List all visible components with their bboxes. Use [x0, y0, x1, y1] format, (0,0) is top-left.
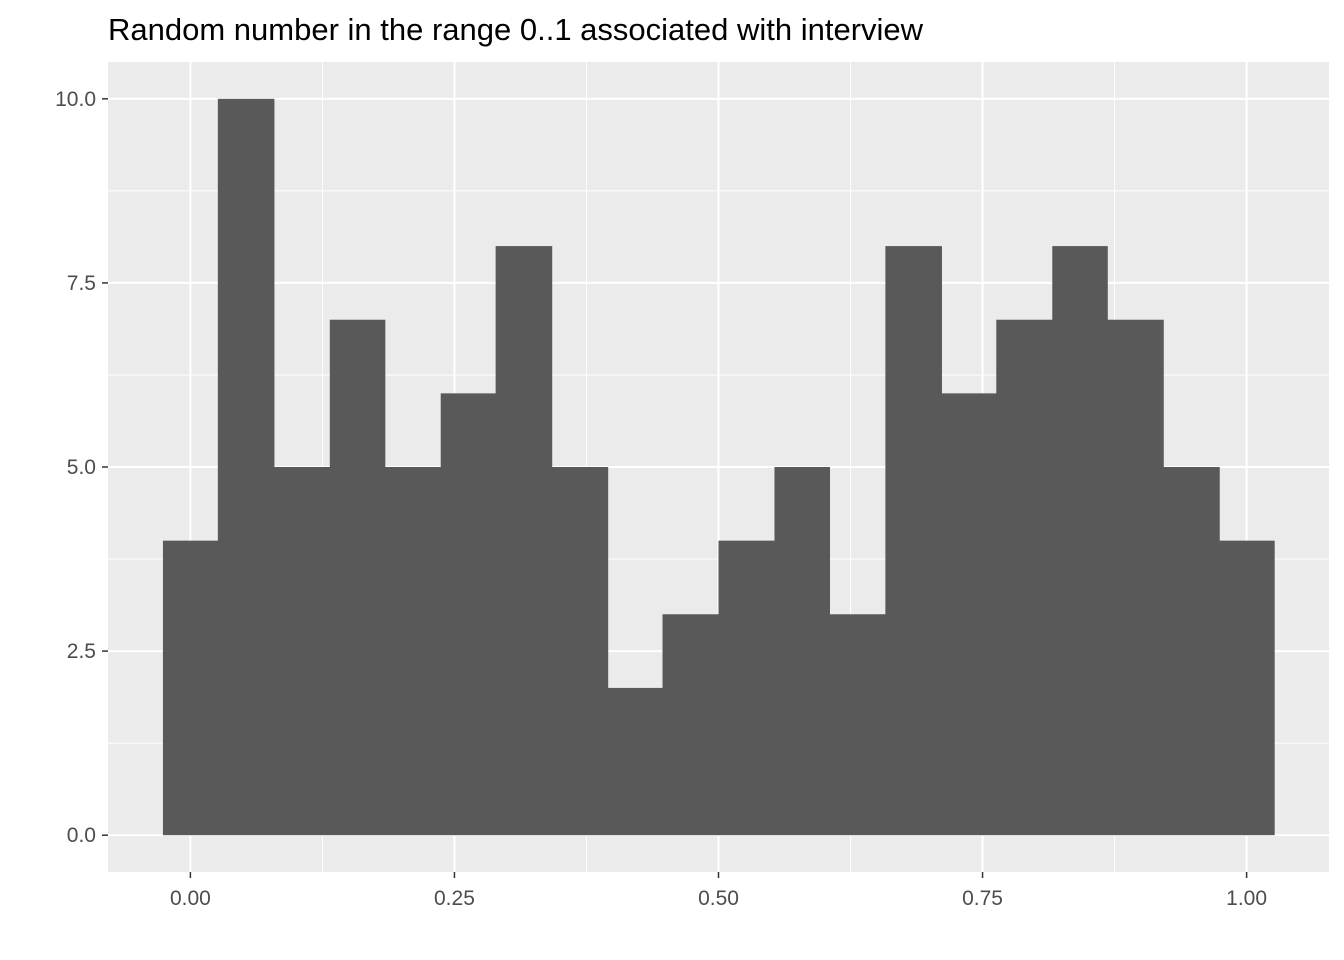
histogram-bar	[607, 687, 664, 836]
y-tick-label: 0.0	[67, 824, 96, 847]
chart-title: Random number in the range 0..1 associat…	[108, 12, 924, 47]
y-tick-label: 2.5	[67, 640, 96, 663]
histogram-bar	[1163, 467, 1220, 836]
histogram-bar	[941, 393, 997, 836]
histogram-bar	[329, 319, 386, 836]
histogram-bar	[273, 467, 331, 836]
histogram-bar	[551, 467, 609, 836]
y-tick-label: 5.0	[67, 456, 96, 479]
histogram-bar	[1052, 246, 1108, 836]
x-tick-label: 0.25	[434, 887, 475, 910]
histogram-bars	[162, 98, 1275, 836]
histogram-bar	[440, 393, 497, 836]
x-tick-label: 0.00	[170, 887, 211, 910]
histogram-bar	[829, 614, 886, 836]
histogram-bar	[774, 467, 831, 836]
y-tick-label: 7.5	[67, 272, 96, 295]
histogram-bar	[384, 467, 442, 836]
histogram-bar	[1219, 540, 1275, 836]
x-axis: 0.00 0.25 0.50 0.75 1.00	[170, 872, 1267, 910]
histogram-bar	[495, 246, 553, 836]
histogram-bar	[1107, 319, 1164, 836]
x-tick-label: 1.00	[1226, 887, 1267, 910]
y-axis: 0.0 2.5 5.0 7.5 10.0	[55, 88, 108, 847]
histogram-bar	[718, 540, 776, 836]
histogram-bar	[996, 319, 1053, 836]
y-tick-label: 10.0	[55, 88, 96, 111]
histogram-bar	[662, 614, 720, 836]
x-tick-label: 0.50	[698, 887, 739, 910]
histogram-bar	[217, 98, 275, 836]
histogram-bar	[162, 540, 219, 836]
histogram-bar	[885, 246, 942, 836]
x-tick-label: 0.75	[962, 887, 1003, 910]
